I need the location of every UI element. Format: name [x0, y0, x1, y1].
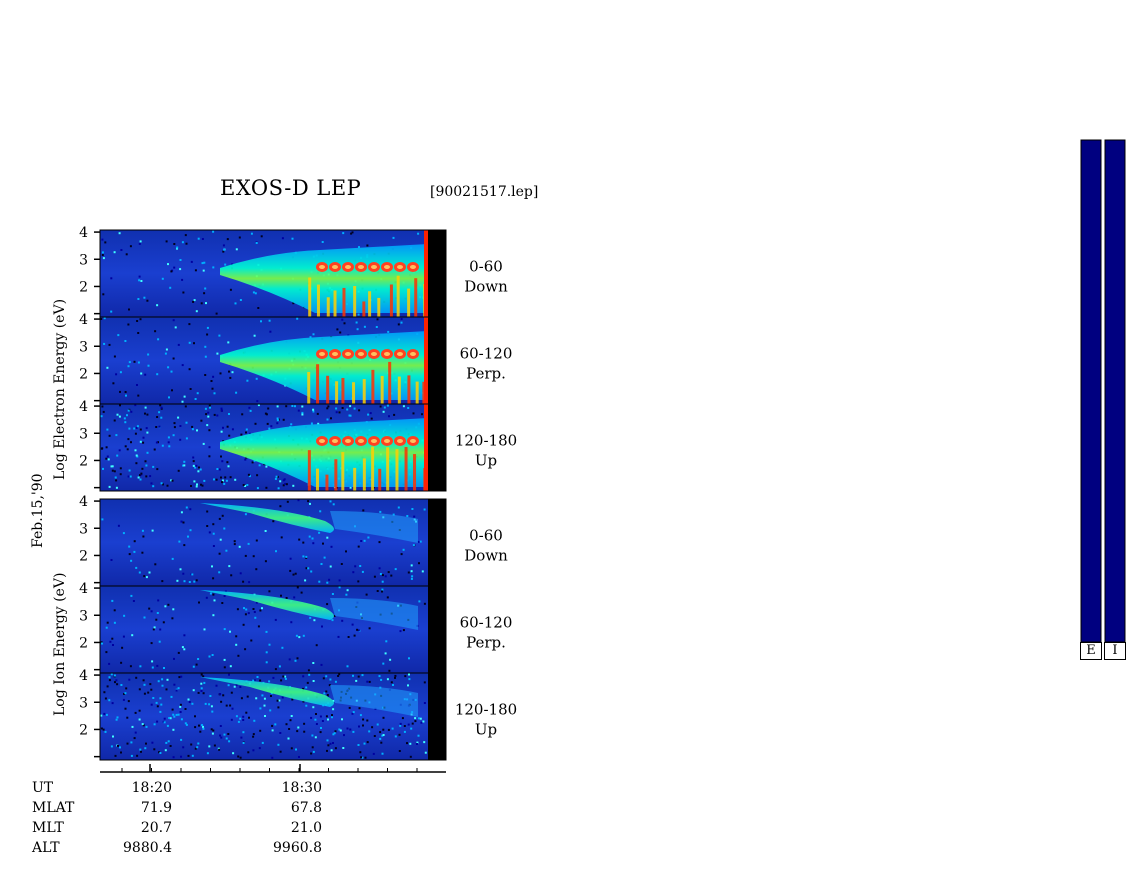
panel-direction-label: Down: [464, 278, 508, 296]
y-tick-label: 3: [79, 608, 88, 624]
spectrogram-panel-3: 2 3 4: [79, 399, 447, 492]
panel-range-label: 0-60: [469, 258, 503, 276]
panel-range-label: 120-180: [455, 432, 517, 450]
y-tick-label: 3: [79, 426, 88, 442]
table-cell: 9880.4: [123, 840, 172, 856]
panel-range-label: 120-180: [455, 701, 517, 719]
panel-direction-label: Down: [464, 547, 508, 565]
y-tick-label: 4: [79, 399, 88, 415]
y-tick-label: 4: [79, 494, 88, 510]
y-tick-label: 4: [79, 225, 88, 241]
y-tick-label: 2: [79, 548, 88, 564]
table-row-label: MLT: [32, 820, 64, 836]
chart-title: EXOS-D LEP: [220, 176, 362, 200]
y-tick-label: 2: [79, 453, 88, 469]
panel-direction-label: Up: [475, 452, 497, 470]
table-row-label: UT: [32, 780, 54, 796]
spectrogram-panel-4: 2 3 4: [79, 494, 447, 587]
y-tick-label: 3: [79, 521, 88, 537]
table-cell: 21.0: [290, 820, 322, 836]
y-tick-label: 3: [79, 252, 88, 268]
colorbar-i: [1104, 139, 1126, 643]
table-cell: 67.8: [290, 800, 322, 816]
panel-range-label: 0-60: [469, 527, 503, 545]
spectrogram-panel-2: 2 3 4: [79, 312, 447, 405]
colorbar-label-e: E: [1080, 642, 1102, 660]
table-cell: 9960.8: [273, 840, 322, 856]
panel-range-label: 60-120: [460, 345, 513, 363]
y-tick-label: 2: [79, 366, 88, 382]
y-tick-label: 4: [79, 581, 88, 597]
y-tick-label: 3: [79, 339, 88, 355]
y-tick-label: 2: [79, 722, 88, 738]
panel-direction-label: Perp.: [466, 365, 506, 383]
y-tick-label: 4: [79, 312, 88, 328]
ion-axis-label: Log Ion Energy (eV): [52, 572, 68, 716]
spectrogram-panel-6: 2 3 4: [79, 668, 447, 761]
spectrogram-panel-1: 2 3 4: [79, 225, 447, 318]
y-tick-label: 2: [79, 279, 88, 295]
table-cell: 20.7: [140, 820, 172, 836]
colorbar-label-i: I: [1104, 642, 1126, 660]
table-cell: 18:30: [281, 780, 322, 796]
y-tick-label: 4: [79, 668, 88, 684]
panel-direction-label: Perp.: [466, 634, 506, 652]
date-label: Feb.15,'90: [30, 473, 46, 548]
y-tick-label: 3: [79, 695, 88, 711]
spectrogram-panel-5: 2 3 4: [79, 581, 447, 674]
file-label: [90021517.lep]: [430, 184, 539, 200]
table-row-label: ALT: [32, 840, 60, 856]
electron-axis-label: Log Electron Energy (eV): [52, 298, 68, 480]
table-row-label: MLAT: [32, 800, 75, 816]
panel-range-label: 60-120: [460, 614, 513, 632]
table-cell: 18:20: [131, 780, 172, 796]
table-cell: 71.9: [140, 800, 172, 816]
panel-direction-label: Up: [475, 721, 497, 739]
colorbar-e: [1080, 139, 1102, 643]
y-tick-label: 2: [79, 635, 88, 651]
